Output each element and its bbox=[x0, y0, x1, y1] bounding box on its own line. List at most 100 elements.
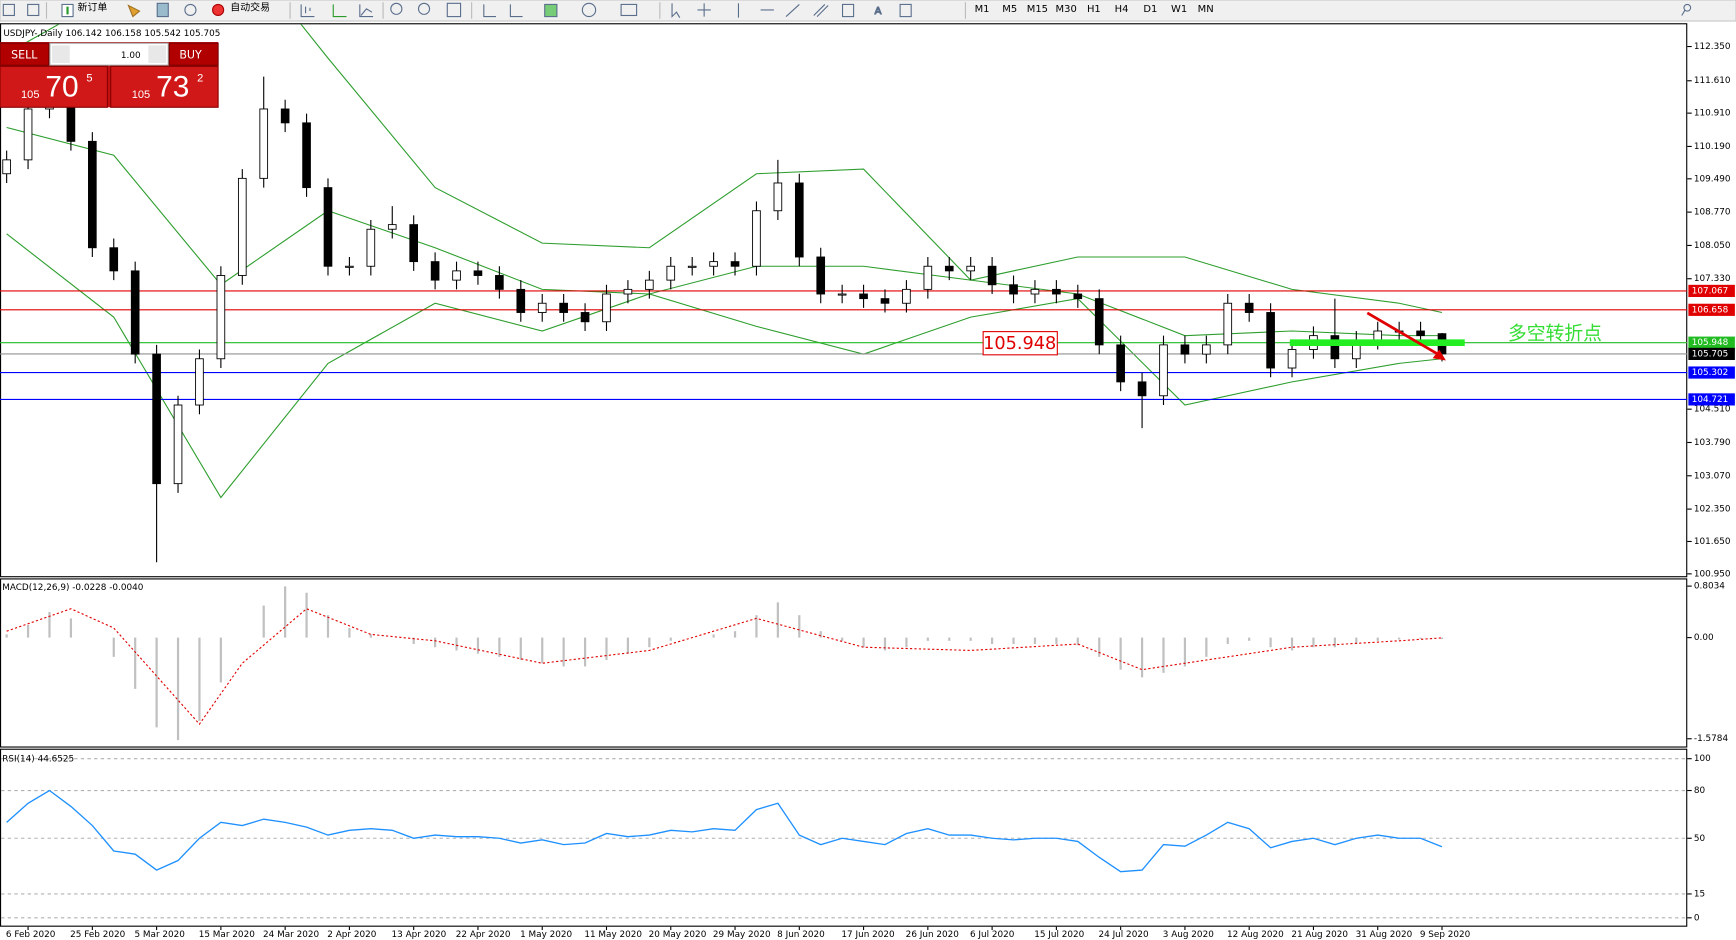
candle-body bbox=[1287, 349, 1297, 369]
y-tick-label: 0.00 bbox=[1694, 633, 1714, 643]
timeframe-button[interactable]: M15 bbox=[1027, 4, 1048, 15]
ask-figure[interactable]: 105 bbox=[132, 89, 150, 101]
lot-down[interactable] bbox=[52, 45, 70, 64]
close-readout: 105.705 bbox=[184, 29, 221, 39]
signal-readout: -0.0040 bbox=[109, 583, 144, 593]
ask-pips[interactable]: 73 bbox=[156, 70, 189, 103]
candle-body bbox=[366, 228, 376, 267]
trend-arrow bbox=[1366, 311, 1440, 357]
sell-label[interactable]: SELL bbox=[11, 48, 38, 61]
candle-body bbox=[302, 122, 311, 189]
lot-value[interactable]: 1.00 bbox=[121, 51, 141, 61]
candle-body bbox=[173, 404, 183, 485]
candle-body bbox=[195, 358, 204, 406]
x-tick-label: 15 Jul 2020 bbox=[1034, 930, 1084, 940]
sell-button[interactable] bbox=[0, 42, 50, 66]
candle-body bbox=[1030, 288, 1040, 295]
price-label: 104.721 bbox=[1692, 395, 1729, 405]
new-order-label[interactable]: 新订单 bbox=[78, 1, 108, 14]
candle-body bbox=[1052, 288, 1061, 295]
chart-header: USDJPY-,Daily 106.142 106.158 105.542 10… bbox=[3, 29, 220, 39]
bid-figure[interactable]: 105 bbox=[21, 89, 39, 101]
y-tick-label: 103.070 bbox=[1694, 471, 1731, 481]
candle-body bbox=[1373, 330, 1383, 341]
candle-body bbox=[323, 187, 333, 267]
price-callout: 105.948 bbox=[983, 334, 1056, 354]
candle-body bbox=[687, 265, 697, 268]
bid-box[interactable] bbox=[0, 65, 108, 108]
rsi-readout: 44.6525 bbox=[38, 754, 75, 764]
y-tick-label: 108.770 bbox=[1694, 208, 1731, 218]
price-label: 105.705 bbox=[1692, 349, 1729, 359]
timeframe-bar: M1 M5 M15 M30 H1 H4 D1 W1 MN bbox=[975, 4, 1214, 15]
candle-body bbox=[645, 279, 654, 290]
x-tick-label: 15 Mar 2020 bbox=[199, 930, 255, 940]
lot-up[interactable] bbox=[148, 45, 167, 64]
symbol: USDJPY-,Daily bbox=[3, 29, 62, 39]
timeframe-button[interactable]: W1 bbox=[1171, 4, 1187, 15]
y-tick-label: 101.650 bbox=[1694, 537, 1731, 547]
y-tick-label: 0.8034 bbox=[1694, 582, 1725, 592]
arrow-head bbox=[1432, 349, 1446, 361]
high-readout: 106.158 bbox=[105, 29, 142, 39]
buy-label[interactable]: BUY bbox=[179, 48, 202, 61]
x-tick-label: 25 Feb 2020 bbox=[70, 930, 125, 940]
candle-body bbox=[794, 182, 804, 258]
price-label: 106.658 bbox=[1692, 305, 1729, 315]
y-tick-label: 109.490 bbox=[1694, 174, 1731, 184]
y-tick-label: -1.5784 bbox=[1694, 734, 1729, 744]
candle-body bbox=[88, 140, 97, 249]
candle-body bbox=[1223, 302, 1233, 346]
rsi-header: RSI(14) 44.6525 bbox=[2, 754, 74, 764]
lot-input[interactable] bbox=[49, 42, 169, 66]
candle-body bbox=[216, 275, 226, 360]
candle-body bbox=[537, 302, 547, 313]
low-readout: 105.542 bbox=[144, 29, 181, 39]
candle-body bbox=[1094, 298, 1104, 346]
y-tick-label: 102.350 bbox=[1694, 505, 1731, 515]
timeframe-button[interactable]: M1 bbox=[975, 4, 990, 15]
timeframe-button[interactable]: MN bbox=[1198, 4, 1214, 15]
candle-body bbox=[880, 298, 890, 304]
candle-body bbox=[580, 312, 590, 323]
y-tick-label: 100.950 bbox=[1694, 569, 1731, 579]
candle-body bbox=[666, 265, 676, 281]
x-tick-label: 12 Aug 2020 bbox=[1227, 930, 1284, 940]
candle-body bbox=[2, 159, 11, 175]
timeframe-button[interactable]: H4 bbox=[1115, 4, 1129, 15]
macd-readout: -0.0228 bbox=[72, 583, 107, 593]
y-tick-label: 111.610 bbox=[1694, 76, 1731, 86]
candle-body bbox=[452, 270, 461, 281]
timeframe-button[interactable]: M5 bbox=[1002, 4, 1017, 15]
buy-button[interactable] bbox=[168, 42, 219, 66]
timeframe-button[interactable]: D1 bbox=[1143, 4, 1157, 15]
price-label-bg bbox=[1688, 336, 1735, 349]
x-tick-label: 1 May 2020 bbox=[520, 930, 572, 940]
price-label-bg bbox=[1688, 347, 1735, 360]
auto-trading-label[interactable]: 自动交易 bbox=[230, 1, 270, 14]
candle-body bbox=[23, 108, 33, 161]
y-tick-label: 108.050 bbox=[1694, 241, 1731, 251]
candle-body bbox=[1202, 344, 1211, 355]
ask-point[interactable]: 2 bbox=[197, 72, 203, 84]
macd-panel bbox=[0, 578, 1688, 748]
price-label: 107.067 bbox=[1692, 286, 1729, 296]
price-label-bg bbox=[1688, 303, 1735, 316]
ask-box[interactable] bbox=[110, 65, 219, 108]
candle-body bbox=[902, 288, 911, 304]
timeframe-button[interactable]: H1 bbox=[1087, 4, 1101, 15]
candle-body bbox=[773, 182, 783, 212]
x-tick-label: 2 Apr 2020 bbox=[327, 930, 376, 940]
candle-body bbox=[1180, 344, 1190, 355]
price-callout-box bbox=[982, 331, 1058, 356]
candle-body bbox=[109, 247, 119, 272]
y-tick-label: 110.190 bbox=[1694, 142, 1731, 152]
signal-line bbox=[6, 608, 1443, 726]
timeframe-button[interactable]: M30 bbox=[1056, 4, 1077, 15]
x-tick-label: 6 Jul 2020 bbox=[970, 930, 1015, 940]
x-tick-label: 3 Aug 2020 bbox=[1163, 930, 1214, 940]
bid-point[interactable]: 5 bbox=[86, 72, 92, 84]
y-tick-label: 104.510 bbox=[1694, 405, 1731, 415]
bid-pips[interactable]: 70 bbox=[45, 70, 78, 103]
